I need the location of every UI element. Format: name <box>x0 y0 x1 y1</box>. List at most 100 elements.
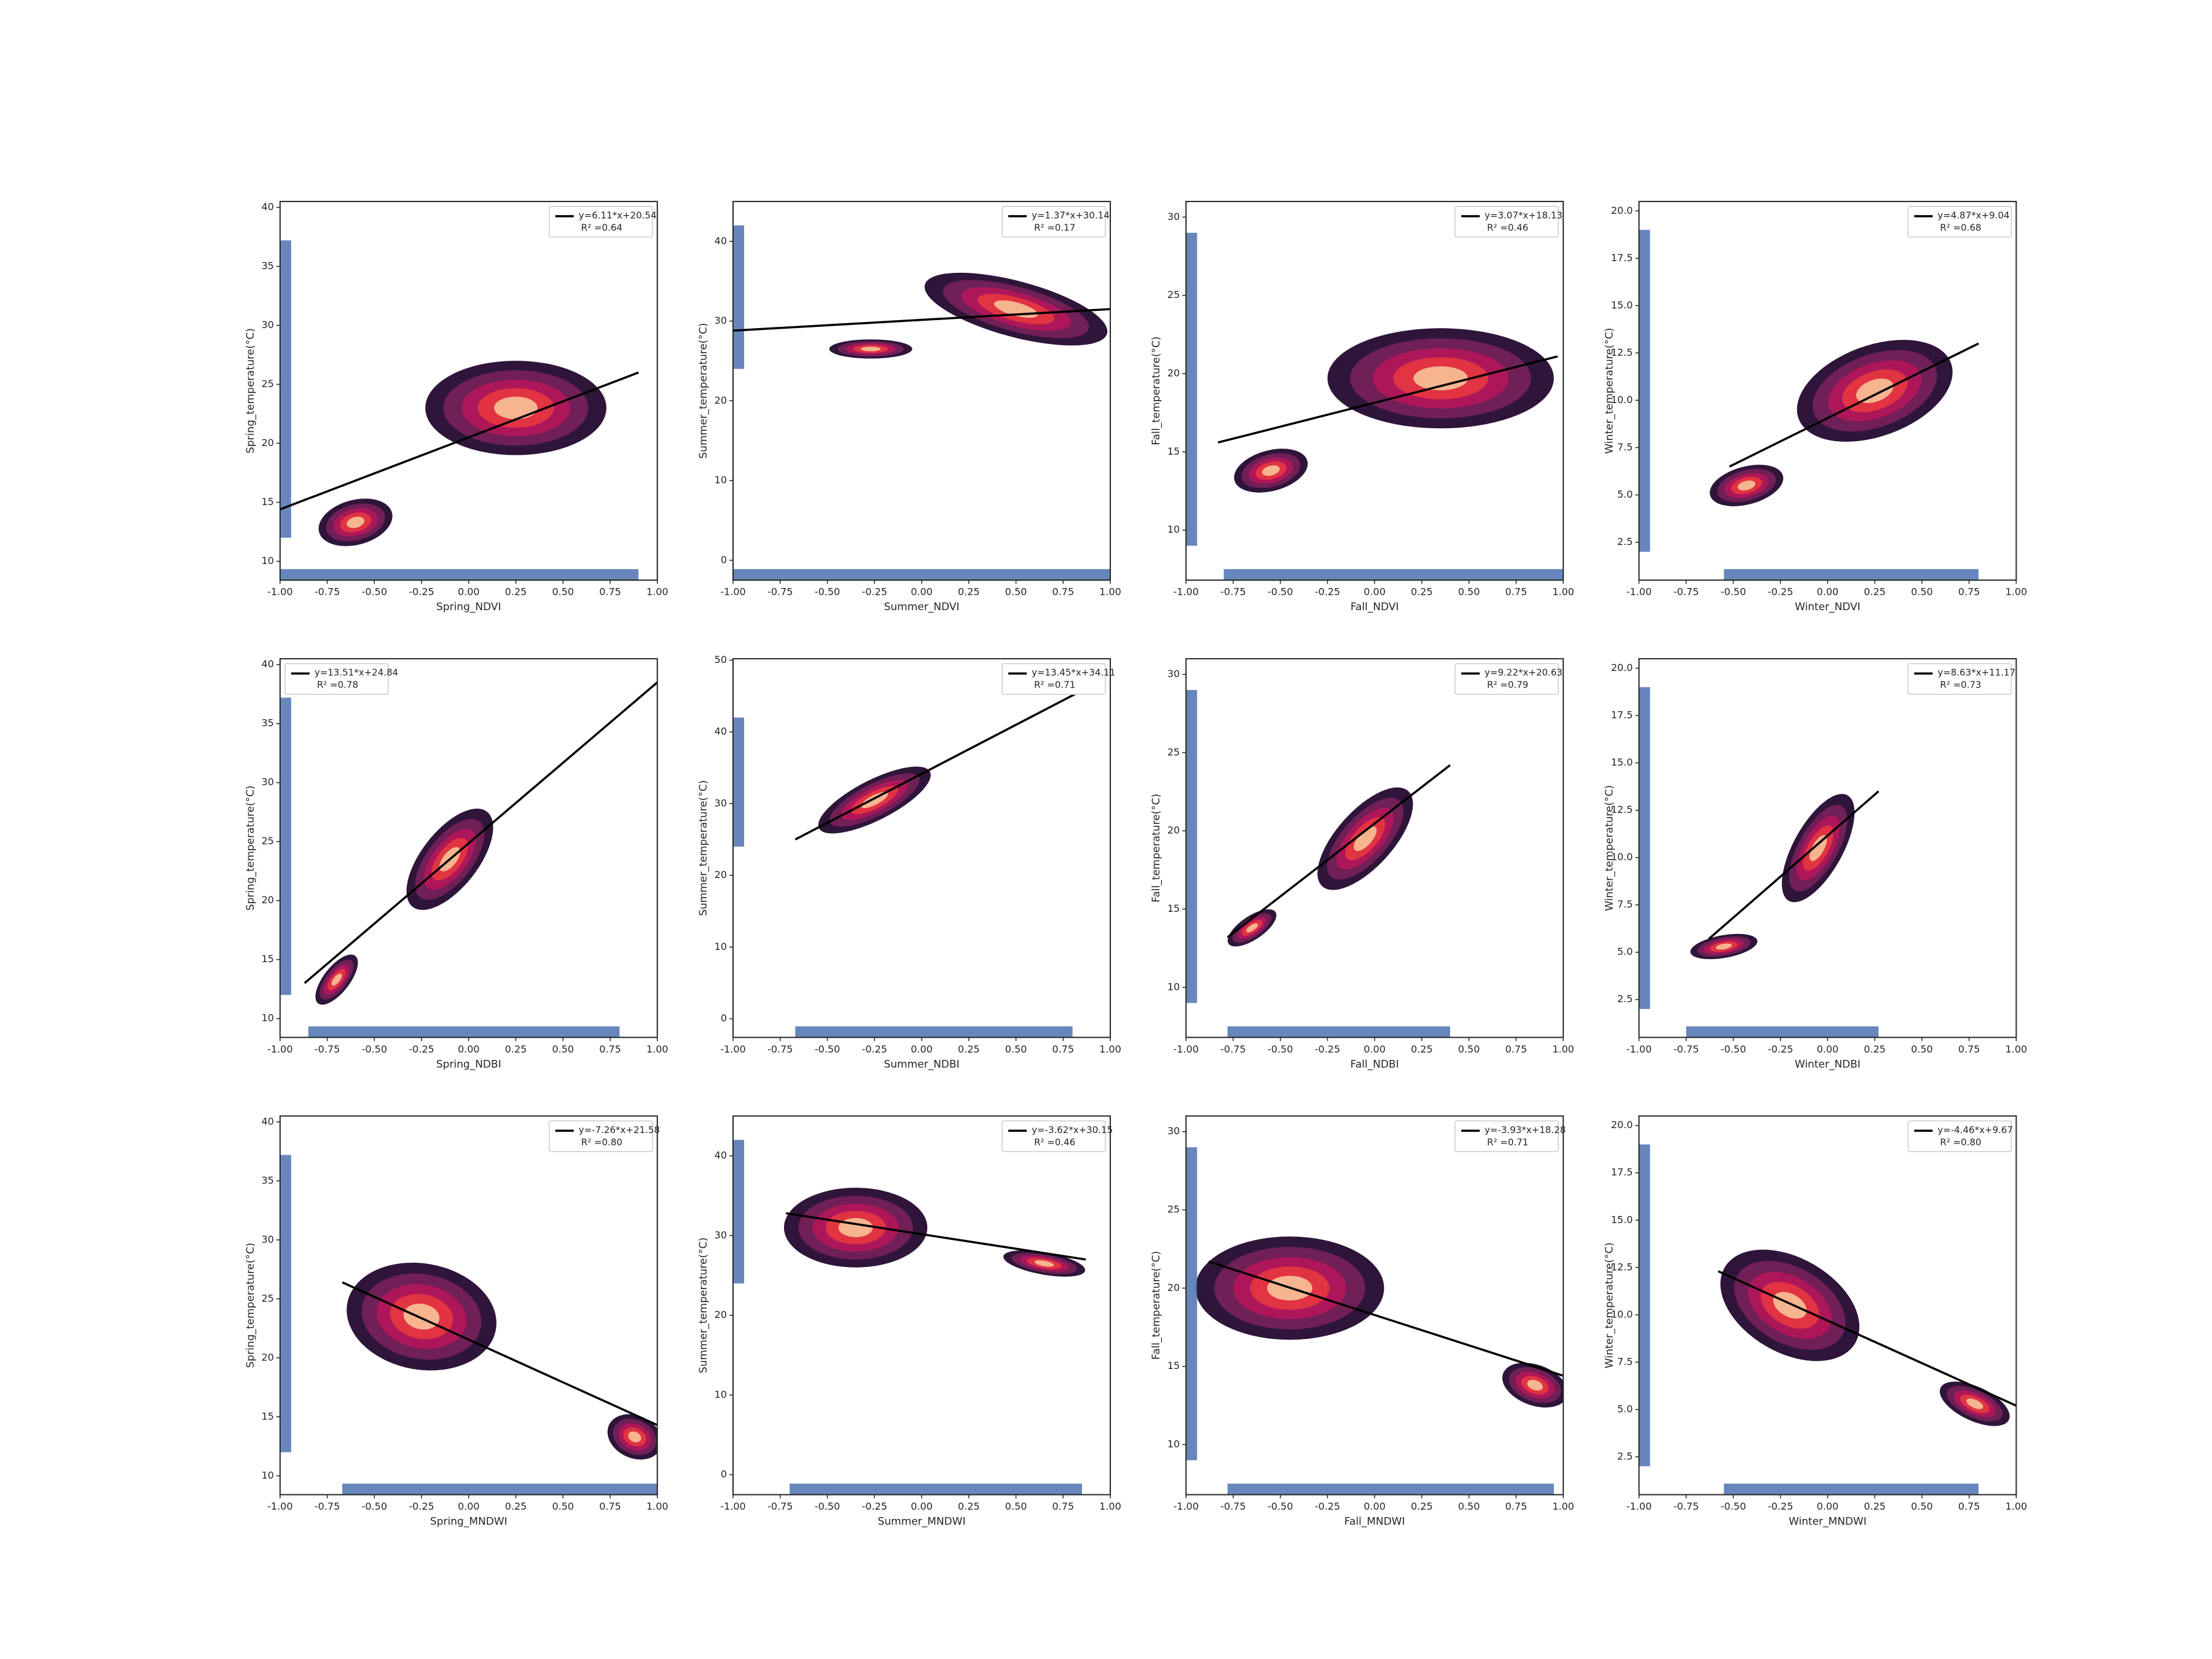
x-tick-label: -0.25 <box>409 586 434 598</box>
x-tick-label: -0.25 <box>409 1500 434 1512</box>
x-tick-label: -1.00 <box>1174 586 1199 598</box>
y-rug <box>1186 690 1198 1003</box>
legend-r2: R² =0.46 <box>1487 222 1528 233</box>
x-tick-label: -0.50 <box>815 586 840 598</box>
legend-box <box>1002 663 1106 695</box>
y-axis-label: Winter_temperature(°C) <box>1603 1242 1615 1368</box>
x-tick-label: 0.50 <box>1458 1043 1480 1055</box>
x-tick-label: -1.00 <box>720 1500 745 1512</box>
x-tick-label: -0.75 <box>1220 586 1245 598</box>
fit-line <box>794 691 1079 841</box>
y-tick-label: 20 <box>261 894 273 906</box>
x-axis-label: Fall_NDVI <box>1351 601 1399 613</box>
y-tick-label: 20.0 <box>1611 662 1633 673</box>
legend-label: y=9.22*x+20.63 <box>1484 667 1563 678</box>
panel: -1.00 -0.75 -0.50 -0.25 0.00 0.25 0.50 0.75 1.00… <box>245 200 669 613</box>
x-tick-label: -0.75 <box>767 586 793 598</box>
x-tick-label: -1.00 <box>267 1043 292 1055</box>
x-tick-label: 1.00 <box>2006 1043 2028 1055</box>
y-tick-label: 2.5 <box>1617 993 1633 1005</box>
x-rug <box>795 1026 1073 1038</box>
legend-box <box>1907 1120 2012 1153</box>
plot-area <box>1186 232 1564 581</box>
legend-r2: R² =0.68 <box>1940 222 1981 233</box>
x-tick-label: 0.75 <box>1505 1500 1528 1512</box>
x-tick-label: 1.00 <box>2006 586 2028 598</box>
y-tick-label: 30 <box>715 315 727 326</box>
x-tick-label: -1.00 <box>1626 1500 1652 1512</box>
x-tick-label: 0.00 <box>458 1500 480 1512</box>
x-tick-label: 0.25 <box>1864 1500 1886 1512</box>
y-tick-label: 20.0 <box>1611 205 1633 216</box>
plot-area <box>1186 1147 1564 1495</box>
fit-line <box>1226 764 1451 938</box>
x-tick-label: 0.50 <box>1911 1500 1933 1512</box>
x-tick-label: 0.00 <box>1363 1043 1386 1055</box>
plot-area <box>280 681 657 1038</box>
x-rug <box>342 1483 657 1495</box>
y-tick-label: 7.5 <box>1617 898 1633 910</box>
legend-label: y=13.45*x+34.11 <box>1032 667 1115 678</box>
x-tick-label: -0.25 <box>409 1043 434 1055</box>
fit-line <box>733 308 1110 332</box>
y-rug <box>280 240 291 538</box>
y-tick-label: 40 <box>715 726 727 737</box>
y-axis-label: Spring_temperature(°C) <box>245 328 257 453</box>
y-tick-label: 15.0 <box>1611 756 1633 768</box>
plot-area <box>1639 1144 2017 1495</box>
y-axis-label: Spring_temperature(°C) <box>245 1242 257 1368</box>
x-tick-label: 0.25 <box>958 1500 980 1512</box>
y-rug <box>1186 232 1198 546</box>
y-tick-label: 35 <box>261 260 273 272</box>
x-tick-label: -1.00 <box>267 586 292 598</box>
y-tick-label: 40 <box>715 1150 727 1161</box>
y-tick-label: 2.5 <box>1617 536 1633 547</box>
panel: -1.00 -0.75 -0.50 -0.25 0.00 0.25 0.50 0.75 1.00… <box>1603 200 2028 613</box>
y-tick-label: 10 <box>261 555 273 567</box>
x-tick-label: -0.75 <box>1220 1500 1245 1512</box>
x-tick-label: 1.00 <box>646 586 669 598</box>
legend-r2: R² =0.73 <box>1940 680 1981 691</box>
y-tick-label: 15 <box>1167 1360 1180 1371</box>
y-rug <box>1639 687 1650 1010</box>
y-tick-label: 35 <box>261 1174 273 1186</box>
x-tick-label: 0.75 <box>1052 1500 1074 1512</box>
y-tick-label: 40 <box>261 658 273 670</box>
x-tick-label: 0.25 <box>1411 1500 1433 1512</box>
x-tick-label: -1.00 <box>1626 586 1652 598</box>
kde-contour <box>1738 480 1755 491</box>
y-tick-label: 0 <box>721 1469 727 1480</box>
y-tick-label: 30 <box>715 1229 727 1241</box>
x-tick-label: -0.75 <box>767 1500 793 1512</box>
y-tick-label: 0 <box>721 1013 727 1024</box>
x-tick-label: -0.50 <box>1720 1500 1746 1512</box>
y-rug <box>733 1140 745 1284</box>
y-tick-label: 10 <box>1167 981 1180 992</box>
x-axis-label: Summer_NDBI <box>884 1058 959 1070</box>
y-tick-label: 20.0 <box>1611 1119 1633 1131</box>
y-rug <box>733 225 745 369</box>
x-tick-label: 0.50 <box>1005 1043 1027 1055</box>
y-tick-label: 17.5 <box>1611 1166 1633 1178</box>
legend-box <box>549 206 653 238</box>
x-tick-label: 0.75 <box>1958 1043 1980 1055</box>
kde-contour <box>838 1218 873 1237</box>
y-tick-label: 30 <box>261 776 273 788</box>
plot-area <box>733 225 1110 581</box>
y-tick-label: 15 <box>1167 903 1180 914</box>
fit-line <box>342 1281 657 1426</box>
plot-area <box>280 1155 657 1495</box>
x-tick-label: 0.50 <box>1005 586 1027 598</box>
y-tick-label: 40 <box>261 1115 273 1127</box>
x-rug <box>1724 569 1979 581</box>
x-tick-label: 0.75 <box>1052 1043 1074 1055</box>
y-tick-label: 12.5 <box>1611 347 1633 358</box>
legend-box <box>1454 663 1559 695</box>
x-rug <box>1223 569 1564 581</box>
fit-line <box>1729 342 1979 468</box>
axes-frame <box>732 200 1111 581</box>
x-axis-label: Spring_NDBI <box>436 1058 501 1070</box>
y-tick-label: 10.0 <box>1611 394 1633 406</box>
